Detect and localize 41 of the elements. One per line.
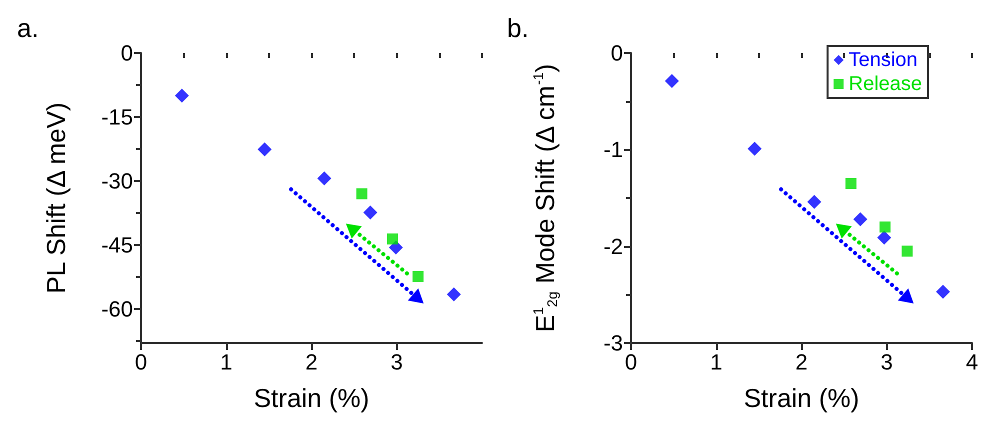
x-tick-label: 4 [966, 350, 978, 374]
y-tick-label: -45 [101, 232, 133, 258]
x-tick-label: 1 [220, 350, 232, 374]
point [363, 206, 378, 220]
chart-title: b. [507, 13, 529, 43]
point [258, 142, 272, 156]
y-tick-label: -3 [603, 330, 623, 356]
y-tick-label: -15 [101, 104, 133, 130]
point [174, 88, 189, 103]
point [807, 194, 822, 209]
x-tick-label: 3 [880, 350, 893, 374]
x-tick-label: 1 [710, 350, 722, 374]
legend-label: Tension [848, 49, 918, 71]
y-tick-label: -30 [101, 168, 133, 194]
y-tick-label: -2 [603, 234, 623, 259]
point [902, 246, 913, 257]
point [356, 188, 368, 200]
x-tick-label: 2 [305, 350, 318, 374]
x-tick-label: 3 [390, 350, 403, 374]
point [880, 222, 891, 232]
y-tick-label: 0 [610, 40, 623, 66]
point [412, 270, 424, 282]
y-axis-title: PL Shift (Δ meV) [41, 102, 71, 294]
chart-title: a. [17, 13, 39, 43]
y-tick-label: 0 [120, 40, 133, 66]
x-axis-title: Strain (%) [744, 383, 860, 413]
legend-label: Release [848, 73, 922, 95]
point [877, 230, 892, 245]
point [748, 142, 762, 156]
point [845, 178, 856, 189]
y-axis-title: E12g Mode Shift (Δ cm-1) [530, 64, 560, 332]
point [664, 74, 679, 88]
x-axis-title: Strain (%) [254, 383, 370, 413]
point [317, 171, 332, 186]
y-tick-label: -1 [603, 137, 623, 162]
point [936, 284, 950, 299]
point [446, 287, 461, 302]
y-tick-label: -60 [101, 296, 133, 322]
point [853, 212, 868, 226]
point [386, 233, 398, 244]
x-tick-label: 2 [795, 350, 808, 374]
